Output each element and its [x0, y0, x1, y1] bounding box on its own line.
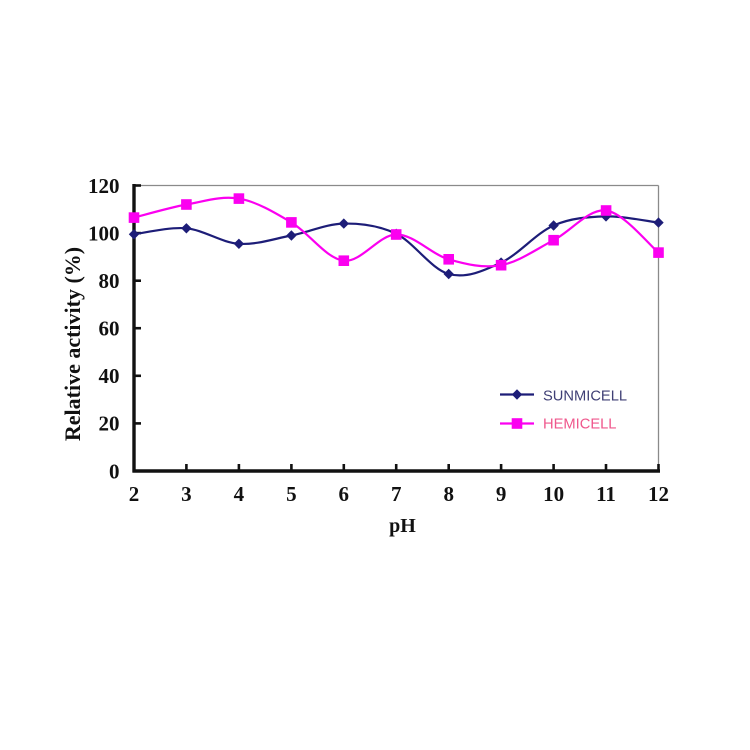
svg-text:11: 11 [596, 482, 616, 506]
svg-text:HEMICELL: HEMICELL [543, 417, 616, 433]
svg-text:SUNMICELL: SUNMICELL [543, 389, 627, 405]
svg-text:40: 40 [99, 364, 120, 388]
svg-text:80: 80 [99, 269, 120, 293]
svg-text:2: 2 [129, 482, 140, 506]
svg-text:5: 5 [286, 482, 297, 506]
svg-text:60: 60 [99, 317, 120, 341]
svg-text:120: 120 [88, 174, 120, 198]
svg-text:9: 9 [496, 482, 507, 506]
svg-text:10: 10 [543, 482, 564, 506]
svg-text:0: 0 [109, 459, 120, 483]
svg-text:12: 12 [648, 482, 669, 506]
svg-text:7: 7 [391, 482, 402, 506]
svg-text:100: 100 [88, 221, 120, 245]
svg-text:6: 6 [339, 482, 350, 506]
svg-text:3: 3 [181, 482, 192, 506]
svg-text:Relative activity (%): Relative activity (%) [60, 247, 85, 441]
svg-text:4: 4 [234, 482, 245, 506]
svg-text:pH: pH [389, 515, 416, 537]
svg-text:8: 8 [443, 482, 454, 506]
svg-text:20: 20 [99, 412, 120, 436]
